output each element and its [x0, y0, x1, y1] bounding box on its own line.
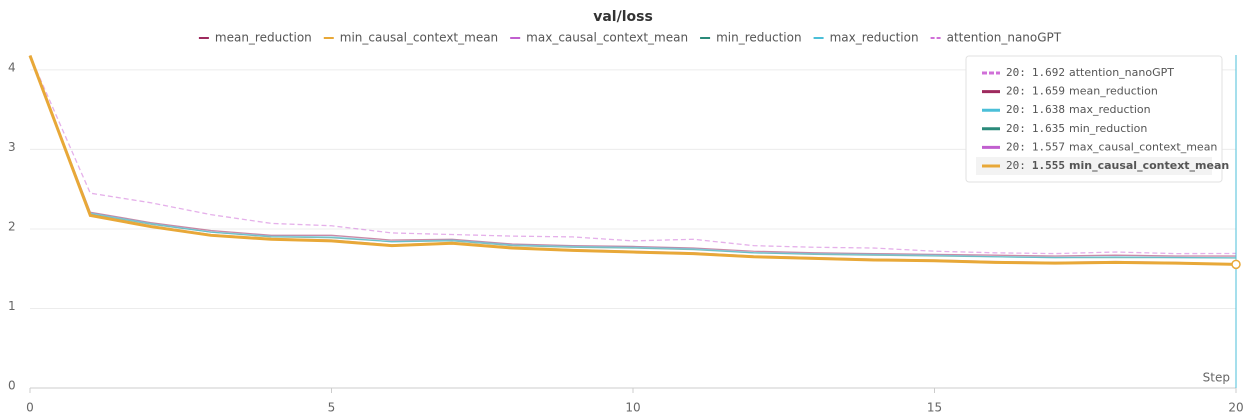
tooltip-step: 20:	[1006, 159, 1026, 172]
tooltip: 20: 1.692 attention_nanoGPT 20: 1.659 mean_re…	[965, 55, 1229, 183]
tooltip-name: min_causal_context_mean	[1069, 159, 1229, 172]
hover-point	[1231, 259, 1241, 270]
tooltip-name: max_reduction	[1069, 103, 1151, 116]
y-tick-label: 1	[8, 299, 16, 313]
tooltip-value: 1.635	[1032, 122, 1065, 135]
tooltip-step: 20:	[1006, 122, 1026, 135]
x-tick-label: 0	[26, 401, 34, 415]
legend-label: attention_nanoGPT	[947, 31, 1062, 45]
tooltip-step: 20:	[1006, 66, 1026, 79]
x-axis-label: Step	[1203, 371, 1230, 385]
series-line	[29, 55, 1237, 255]
legend-label: max_reduction	[830, 31, 919, 45]
x-tick-label: 10	[625, 401, 640, 415]
y-tick-label: 4	[8, 60, 16, 74]
tooltip-step: 20:	[1006, 140, 1026, 153]
tooltip-step: 20:	[1006, 85, 1026, 98]
series-line	[29, 55, 1237, 257]
y-tick-label: 0	[8, 379, 16, 393]
tooltip-value: 1.659	[1032, 85, 1065, 98]
legend: mean_reduction min_causal_context_mean max…	[198, 31, 1062, 45]
y-tick-label: 3	[8, 140, 16, 154]
tooltip-name: attention_nanoGPT	[1069, 66, 1174, 79]
legend-label: min_causal_context_mean	[340, 31, 498, 45]
chart-title: val/loss	[593, 9, 653, 25]
tooltip-step: 20:	[1006, 103, 1026, 116]
series-line	[29, 55, 1237, 259]
x-tick-label: 20	[1228, 401, 1243, 415]
x-tick-label: 5	[328, 401, 336, 415]
tooltip-name: mean_reduction	[1069, 85, 1158, 98]
tooltip-value: 1.557	[1032, 140, 1065, 153]
x-tick-label: 15	[927, 401, 942, 415]
series-line	[28, 55, 1237, 266]
legend-label: min_reduction	[716, 31, 802, 45]
tooltip-box	[965, 55, 1223, 183]
tooltip-value: 1.555	[1032, 159, 1065, 172]
tooltip-name: min_reduction	[1069, 122, 1147, 135]
y-tick-label: 2	[8, 219, 16, 233]
tooltip-value: 1.692	[1032, 66, 1065, 79]
legend-label: max_causal_context_mean	[526, 31, 688, 45]
legend-label: mean_reduction	[215, 31, 312, 45]
tooltip-value: 1.638	[1032, 103, 1065, 116]
tooltip-row-highlight	[976, 157, 1212, 175]
tooltip-name: max_causal_context_mean	[1069, 140, 1217, 153]
